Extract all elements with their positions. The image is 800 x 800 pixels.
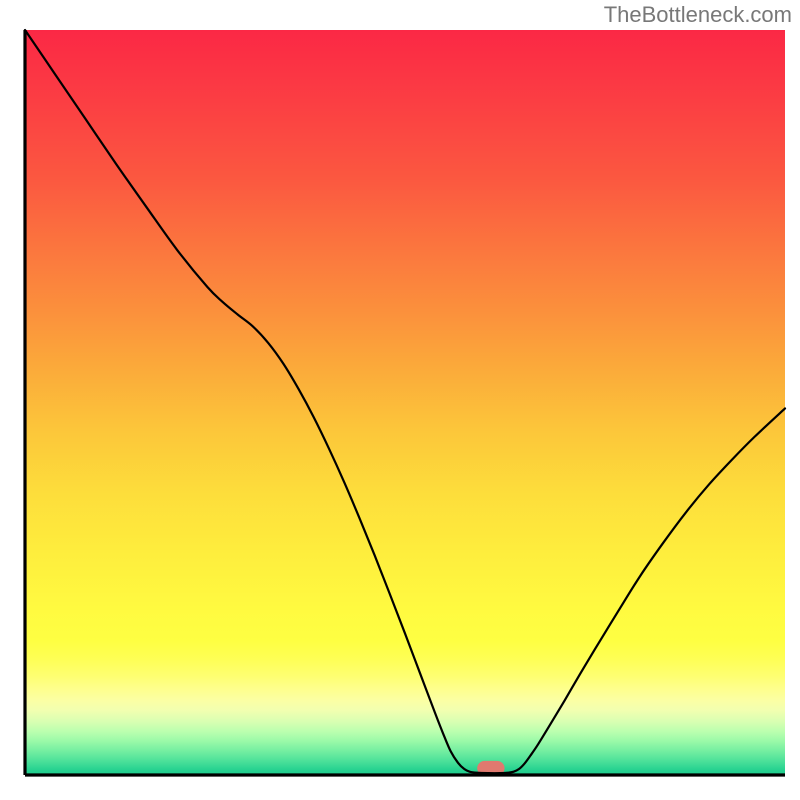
plot-background [25, 30, 785, 775]
bottleneck-chart [0, 0, 800, 800]
chart-root: { "watermark": { "text": "TheBottleneck.… [0, 0, 800, 800]
